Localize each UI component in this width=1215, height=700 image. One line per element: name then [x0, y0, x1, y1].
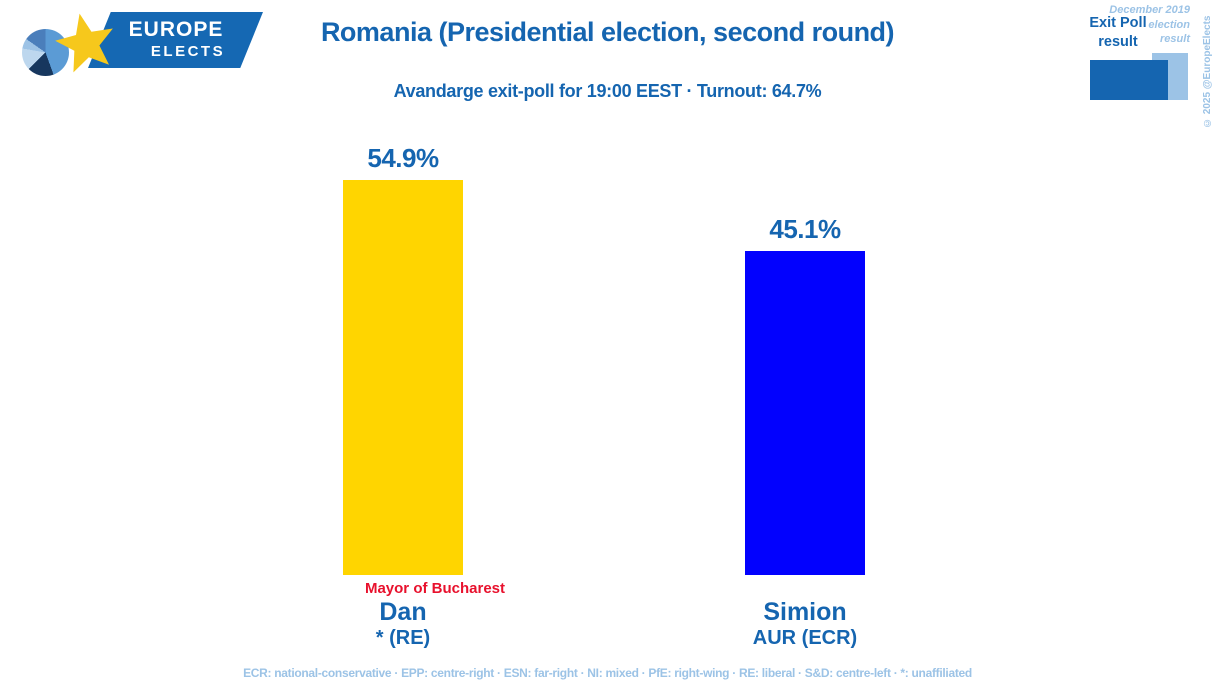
star-icon — [55, 13, 113, 73]
exit-poll-legend-line1: Exit Poll — [1089, 15, 1147, 31]
election-legend-line1: December 2019 — [1109, 4, 1190, 16]
value-label-dan: 54.9% — [367, 143, 439, 173]
party-key-footnote: ECR: national-conservative · EPP: centre… — [243, 666, 972, 680]
exit-poll-swatch — [1090, 60, 1168, 100]
candidate-party-dan: * (RE) — [375, 627, 431, 649]
logo-text-europe: EUROPE — [128, 18, 224, 41]
pie-chart-icon — [22, 29, 69, 76]
candidate-name-simion: Simion — [763, 598, 847, 626]
page-title: Romania (Presidential election, second r… — [320, 17, 895, 47]
exit-poll-legend-line2: result — [1098, 34, 1138, 50]
bar-group-dan: 54.9% — [343, 100, 463, 575]
bar-dan — [343, 180, 463, 575]
copyright-notice: © 2025 @EuropeElects — [1202, 15, 1213, 128]
election-result-legend-label: December 2019 election result — [1100, 3, 1190, 47]
candidate-name-dan: Dan — [379, 598, 427, 626]
exit-poll-legend-label: Exit Poll result — [1083, 14, 1153, 52]
bar-group-simion: 45.1% — [745, 100, 865, 575]
election-legend-line3: result — [1160, 33, 1190, 45]
europe-elects-logo: EUROPE ELECTS — [0, 0, 280, 90]
candidate-party-simion: AUR (ECR) — [752, 627, 858, 649]
election-legend-line2: election — [1148, 18, 1190, 31]
bar-simion — [745, 251, 865, 575]
page-subtitle: Avandarge exit-poll for 19:00 EEST · Tur… — [393, 81, 822, 101]
logo-banner: EUROPE ELECTS — [88, 12, 263, 68]
value-label-simion: 45.1% — [769, 214, 841, 244]
logo-text-elects: ELECTS — [150, 43, 226, 60]
candidate-note-dan: Mayor of Bucharest — [364, 580, 506, 597]
